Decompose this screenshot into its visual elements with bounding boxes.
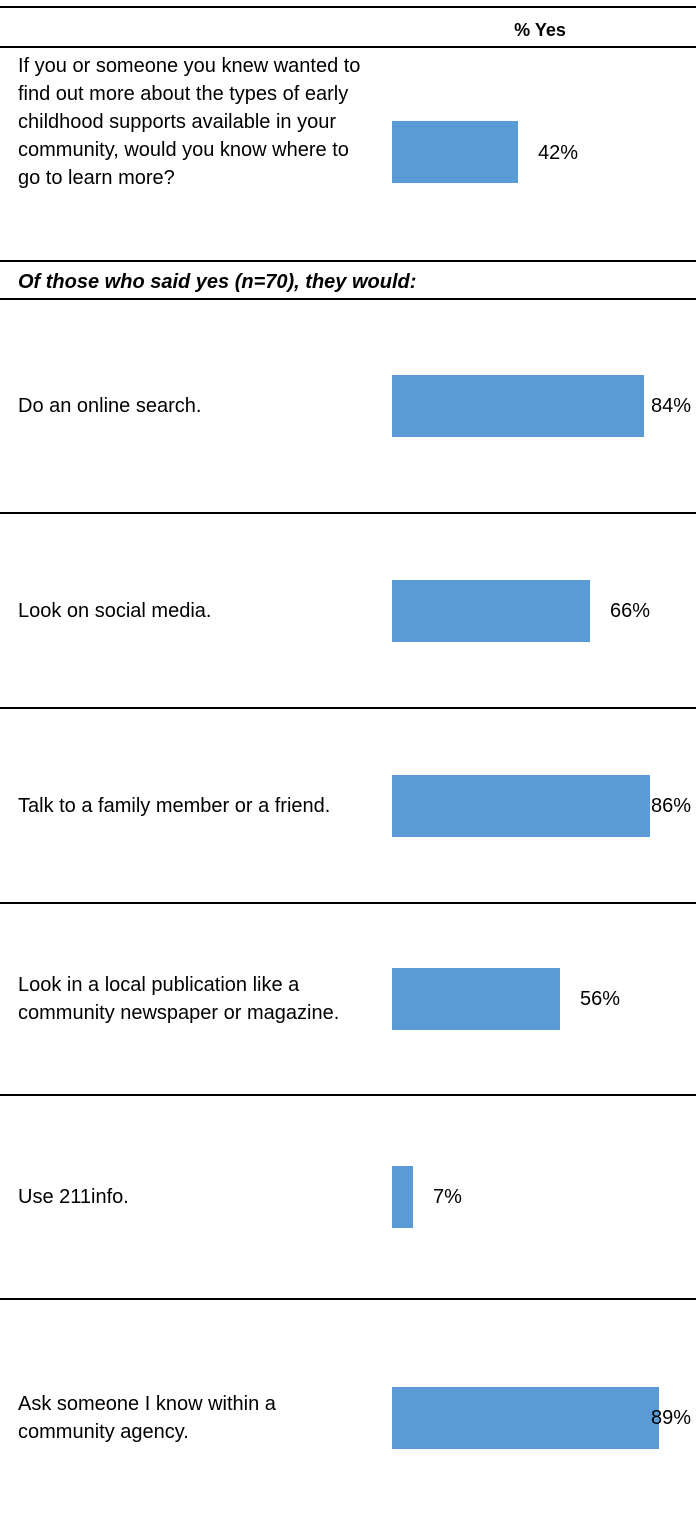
question-rule xyxy=(0,260,696,262)
row-rule xyxy=(0,1298,696,1300)
category-label: Talk to a family member or a friend. xyxy=(18,794,331,817)
row-rule xyxy=(0,902,696,904)
value-label: 84% xyxy=(651,395,692,417)
category-label: Do an online search. xyxy=(18,395,202,417)
column-header: % Yes xyxy=(514,20,566,40)
question-bar xyxy=(392,121,518,183)
subhead-rule xyxy=(0,298,696,300)
category-label: Look on social media. xyxy=(18,599,212,622)
subhead: Of those who said yes (n=70), they would… xyxy=(18,271,417,293)
top-rule xyxy=(0,6,696,8)
bar xyxy=(392,579,590,642)
question-value-label: 42% xyxy=(538,142,579,164)
bar xyxy=(392,774,650,837)
category-label: Ask someone I know within a community ag… xyxy=(18,1392,276,1443)
row-rule xyxy=(0,512,696,514)
row-rule xyxy=(0,1094,696,1096)
value-label: 89% xyxy=(651,1406,692,1429)
bar xyxy=(392,1386,659,1449)
value-label: 7% xyxy=(433,1186,462,1208)
value-label: 86% xyxy=(651,794,692,817)
bar xyxy=(392,968,560,1030)
category-label: Look in a local publication like a commu… xyxy=(18,974,340,1024)
bar xyxy=(392,375,644,437)
header-rule xyxy=(0,46,696,48)
bar xyxy=(392,1166,413,1228)
category-label: Use 211info. xyxy=(18,1186,129,1208)
row-rule xyxy=(0,707,696,709)
question-text: If you or someone you knew wanted to fin… xyxy=(18,55,361,189)
value-label: 56% xyxy=(580,988,621,1010)
value-label: 66% xyxy=(610,599,651,622)
